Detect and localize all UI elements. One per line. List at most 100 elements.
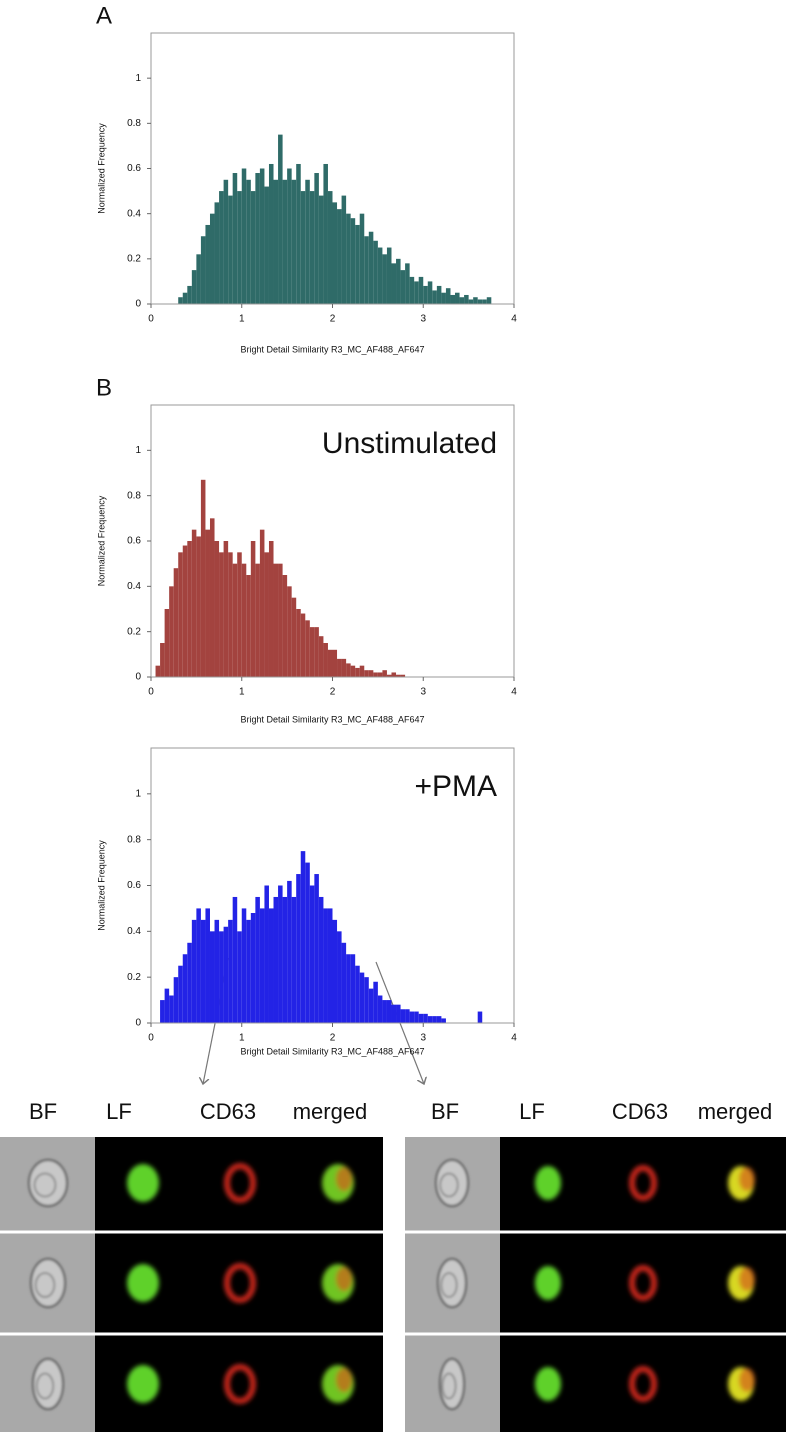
cell-merged: [322, 1365, 354, 1403]
x-tick-label: 1: [239, 314, 245, 325]
bar: [291, 597, 297, 677]
bar: [169, 586, 174, 677]
bar: [205, 529, 210, 677]
bar: [223, 541, 229, 677]
cell-merged-red: [739, 1267, 755, 1291]
bar: [323, 163, 328, 304]
bar: [219, 931, 224, 1023]
bar: [377, 995, 383, 1023]
bar: [282, 179, 288, 304]
bar: [314, 173, 319, 304]
column-header: BF: [431, 1099, 459, 1124]
bar: [191, 270, 197, 304]
cell-brightfield: [32, 1358, 64, 1410]
bar: [441, 292, 446, 304]
cell-lf-blob: [535, 1367, 561, 1401]
bar: [223, 926, 229, 1023]
bar: [341, 942, 347, 1023]
cell-cd63-blob: [629, 1366, 657, 1402]
bar: [178, 552, 183, 677]
bar: [346, 954, 351, 1023]
bar: [160, 643, 165, 677]
bar: [396, 1004, 401, 1023]
cell-lf-blob: [127, 1365, 159, 1403]
bar: [187, 541, 192, 677]
annotation: +PMA: [414, 770, 497, 803]
bar: [268, 541, 274, 677]
bar: [155, 665, 161, 677]
cell-brightfield: [439, 1358, 465, 1410]
bar: [373, 981, 378, 1023]
bar: [219, 552, 224, 677]
cell-merged-red: [739, 1368, 755, 1392]
cell-cd63-blob: [224, 1263, 256, 1303]
bar: [473, 297, 478, 304]
y-tick-label: 0.8: [127, 490, 141, 501]
bar: [287, 880, 292, 1023]
bar: [382, 1000, 387, 1023]
bar: [455, 292, 460, 304]
bar: [169, 995, 174, 1023]
bar: [205, 908, 210, 1023]
bar: [323, 643, 328, 677]
bar: [364, 977, 369, 1023]
bar: [182, 292, 188, 304]
cell-detail: [439, 1172, 459, 1198]
cell-cd63: [224, 1263, 256, 1303]
bar: [273, 179, 279, 304]
x-tick-label: 1: [239, 1033, 245, 1044]
bar: [341, 195, 347, 304]
bar: [405, 1009, 410, 1023]
bar: [232, 563, 238, 677]
x-tick-label: 2: [330, 1033, 336, 1044]
bar: [346, 663, 351, 677]
bar: [486, 297, 492, 304]
bar: [309, 191, 315, 304]
bar: [350, 954, 356, 1023]
bar: [196, 908, 201, 1023]
bar: [318, 636, 324, 677]
bar: [250, 191, 256, 304]
bar: [264, 186, 269, 304]
cell-merged-red: [336, 1167, 352, 1191]
bar: [200, 919, 206, 1023]
bar: [241, 563, 247, 677]
cell-body: [439, 1358, 465, 1410]
bar: [346, 213, 351, 304]
x-tick-label: 0: [148, 687, 154, 698]
y-tick-label: 0.4: [127, 208, 141, 219]
y-tick-label: 0.6: [127, 163, 141, 174]
bar: [223, 179, 229, 304]
bar: [246, 179, 251, 304]
bar: [300, 191, 306, 304]
bar: [377, 247, 383, 304]
bar: [200, 479, 206, 677]
bar: [228, 195, 233, 304]
bar: [359, 972, 365, 1023]
bar: [264, 552, 269, 677]
bar: [250, 913, 256, 1023]
bar: [327, 908, 333, 1023]
bar: [209, 931, 215, 1023]
cell-cd63: [629, 1165, 657, 1201]
cell-merged: [728, 1367, 755, 1401]
cell-lf: [535, 1166, 561, 1200]
bar: [350, 218, 356, 304]
cell-detail: [33, 1172, 57, 1198]
y-axis-label: Normalized Frequency: [96, 840, 106, 931]
bar: [409, 276, 415, 304]
cell-detail: [440, 1272, 458, 1298]
bar: [382, 670, 387, 677]
bar: [418, 1013, 424, 1023]
x-tick-label: 4: [511, 314, 517, 325]
bar: [296, 874, 301, 1023]
cell-lf: [127, 1365, 159, 1403]
bar: [355, 667, 360, 677]
bar: [432, 290, 437, 304]
cell-cd63-blob: [629, 1165, 657, 1201]
bar: [173, 568, 179, 677]
bar: [255, 173, 260, 304]
cell-merged: [728, 1266, 755, 1300]
bar: [368, 231, 374, 304]
